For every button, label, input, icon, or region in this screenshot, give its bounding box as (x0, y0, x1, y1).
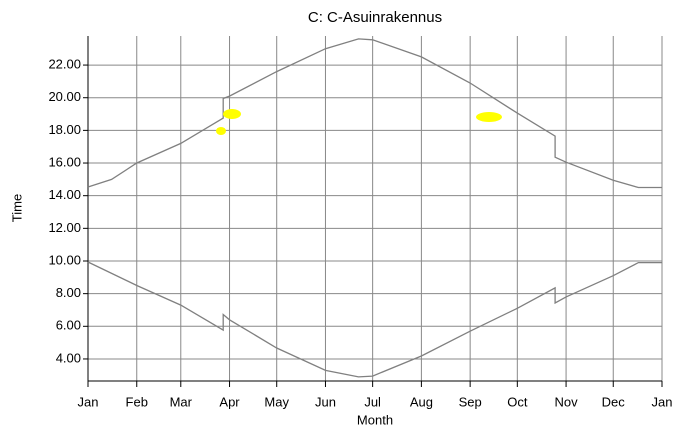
y-tick-label: 6.00 (56, 318, 81, 333)
x-tick-label: May (264, 394, 289, 409)
plot-area: 4.00 6.00 8.00 10.00 12.00 14.00 16.00 18.00 20.… (48, 36, 672, 409)
highlight (476, 112, 502, 122)
x-tick-label: Jul (364, 394, 381, 409)
y-tick-label: 4.00 (56, 350, 81, 365)
x-tick-label: Apr (219, 394, 240, 409)
x-tick-label: Nov (555, 394, 579, 409)
y-tick-label: 12.00 (48, 220, 81, 235)
line-series (87, 261, 662, 378)
y-tick-label: 14.00 (48, 187, 81, 202)
y-tick-label: 22.00 (48, 57, 81, 72)
y-tick-label: 16.00 (48, 154, 81, 169)
x-tick-label: Mar (170, 394, 193, 409)
x-tick-label: Oct (507, 394, 528, 409)
x-tick-label: Sep (459, 394, 482, 409)
line-series (87, 38, 662, 189)
highlight (223, 109, 241, 119)
chart-title: C: C-Asuinrakennus (308, 9, 442, 26)
x-axis-label: Month (357, 412, 393, 427)
highlight (216, 127, 226, 135)
y-tick-label: 8.00 (56, 285, 81, 300)
x-tick-label: Jan (652, 394, 673, 409)
x-tick-label: Feb (126, 394, 148, 409)
y-tick-label: 10.00 (48, 252, 81, 267)
y-tick-label: 20.00 (48, 89, 81, 104)
y-tick-label: 18.00 (48, 122, 81, 137)
x-tick-label: Jan (78, 394, 99, 409)
x-tick-label: Dec (602, 394, 626, 409)
x-tick-label: Aug (410, 394, 433, 409)
x-tick-label: Jun (315, 394, 336, 409)
y-axis-label: Time (9, 194, 24, 222)
